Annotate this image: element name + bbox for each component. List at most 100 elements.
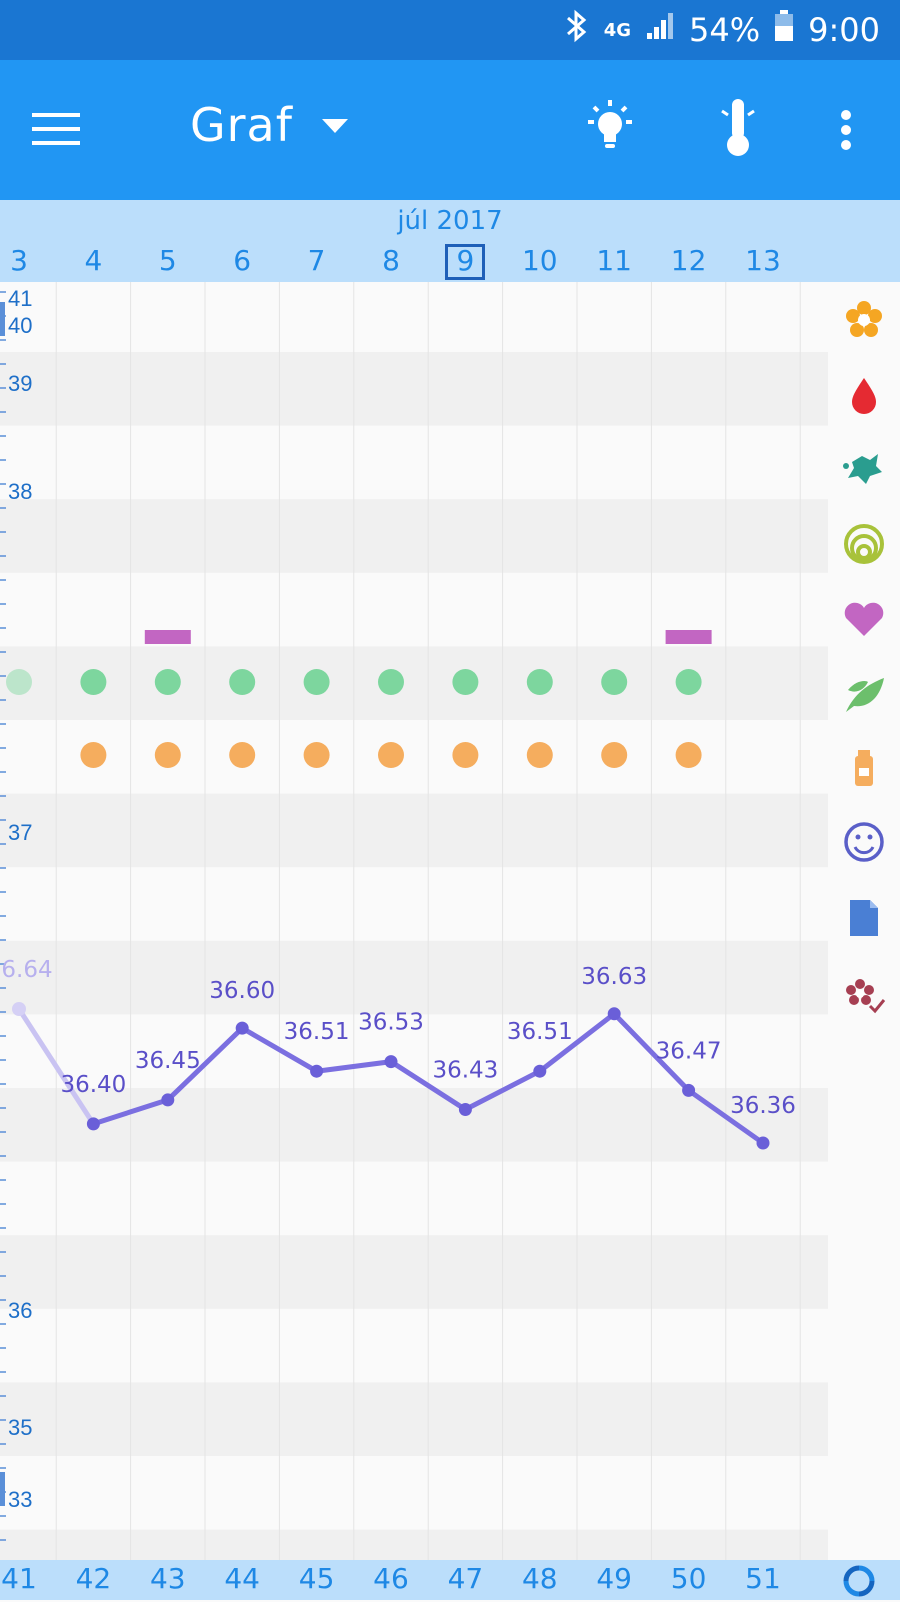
cycle-day-label: 49	[596, 1562, 632, 1595]
temp-point	[12, 1002, 26, 1016]
cycle-day-label: 50	[670, 1562, 707, 1595]
temp-point	[533, 1064, 547, 1078]
temp-value-label: 36.47	[656, 1038, 722, 1064]
green-dot	[526, 669, 553, 695]
temp-point	[384, 1055, 398, 1069]
grid-band	[0, 793, 828, 868]
temp-value-label: 36.40	[60, 1072, 126, 1098]
medicine-icon[interactable]	[855, 750, 873, 786]
orange-dot	[80, 742, 107, 768]
dropdown-icon[interactable]	[318, 110, 352, 144]
cycle-day-label: 41	[1, 1562, 37, 1595]
day-label[interactable]: 10	[521, 244, 558, 277]
flower-icon[interactable]	[846, 301, 882, 337]
leaf-icon[interactable]	[846, 678, 884, 712]
day-label[interactable]: 3	[10, 244, 28, 277]
cycle-day-label: 46	[373, 1562, 409, 1595]
ruler-dense	[0, 302, 5, 336]
intercourse-bar	[665, 630, 712, 644]
cycle-day-label: 47	[447, 1562, 484, 1595]
temp-value-label: 36.53	[358, 1010, 424, 1036]
date-header: júl 2017 3 4 5 6 7 8 9 10 11 12 13	[0, 200, 900, 282]
y-tick-label: 41	[8, 286, 32, 311]
thermometer-icon[interactable]	[706, 96, 770, 160]
battery-icon	[774, 10, 794, 50]
intercourse-bar	[144, 630, 191, 644]
temp-point	[310, 1064, 324, 1078]
temp-value-label: 36.45	[135, 1048, 201, 1074]
temp-value-label: 36.51	[284, 1019, 350, 1045]
temp-value-label: 6.64	[1, 957, 52, 983]
day-label[interactable]: 12	[670, 244, 707, 277]
temp-point	[235, 1021, 249, 1035]
cycle-day-label: 51	[745, 1562, 781, 1595]
cycle-day-label: 44	[224, 1562, 260, 1595]
sync-icon[interactable]	[842, 1564, 876, 1598]
green-dot	[601, 669, 628, 695]
flower-check-icon[interactable]	[846, 979, 886, 1014]
green-dot	[378, 669, 404, 695]
cycle-day-label: 48	[521, 1562, 558, 1595]
temp-point	[161, 1093, 175, 1107]
screen-title[interactable]: Graf	[190, 98, 293, 152]
grid-band	[0, 1529, 828, 1560]
splash-icon[interactable]	[843, 454, 882, 484]
day-label[interactable]: 5	[158, 244, 177, 277]
orange-dot	[154, 742, 181, 768]
grid-band	[0, 646, 828, 720]
green-dot	[675, 669, 702, 695]
day-label[interactable]: 4	[84, 244, 103, 277]
signal-icon	[645, 11, 675, 49]
cycle-day-label: 42	[75, 1562, 112, 1595]
battery-level: 54%	[689, 11, 761, 49]
rings-icon[interactable]	[844, 524, 884, 564]
day-label[interactable]: 7	[307, 244, 326, 277]
temp-line	[92, 1011, 765, 1146]
day-label[interactable]: 13	[745, 244, 781, 277]
temp-point	[86, 1117, 100, 1131]
network-type: 4G	[603, 19, 632, 41]
symptom-icon-column	[828, 282, 900, 1560]
orange-dot	[229, 742, 256, 768]
heart-icon[interactable]	[844, 602, 884, 636]
y-tick-label: 38	[8, 479, 32, 504]
cycle-day-label: 43	[149, 1562, 186, 1595]
status-bar: 4G 54% 9:00	[0, 0, 900, 60]
orange-dot	[601, 742, 628, 768]
lightbulb-icon[interactable]	[578, 96, 642, 160]
temp-point	[756, 1136, 770, 1150]
y-tick-label: 39	[8, 371, 32, 396]
temp-point	[607, 1007, 621, 1021]
temp-value-label: 36.60	[209, 978, 275, 1004]
green-dot	[6, 669, 32, 695]
grid-band	[0, 499, 828, 573]
day-label[interactable]: 11	[596, 244, 632, 277]
grid-band	[0, 940, 828, 1015]
temp-value-label: 36.36	[730, 1093, 796, 1119]
orange-dot	[675, 742, 702, 768]
day-label[interactable]: 8	[382, 244, 400, 277]
cycle-day-bar: 41 42 43 44 45 46 47 48 49 50 51	[0, 1560, 900, 1600]
clock: 9:00	[808, 11, 880, 49]
grid-band	[0, 1235, 828, 1309]
note-icon[interactable]	[850, 900, 878, 936]
orange-dot	[378, 742, 404, 768]
day-label[interactable]: 6	[233, 244, 252, 277]
menu-icon[interactable]	[26, 100, 88, 158]
temp-point	[458, 1103, 472, 1116]
app-bar: Graf	[0, 60, 900, 200]
green-dot	[303, 669, 330, 695]
temp-value-label: 36.63	[581, 964, 647, 990]
grid-band	[0, 1382, 828, 1456]
temp-line-faded	[16, 1007, 96, 1126]
smiley-icon[interactable]	[844, 822, 884, 862]
green-dot	[80, 669, 107, 695]
grid-band	[0, 352, 828, 426]
more-vert-icon[interactable]	[818, 98, 874, 162]
green-dot	[452, 669, 479, 695]
day-label[interactable]: 9	[445, 244, 486, 280]
orange-dot	[452, 742, 479, 768]
drop-icon[interactable]	[852, 378, 876, 414]
cycle-day-label: 45	[298, 1562, 335, 1595]
